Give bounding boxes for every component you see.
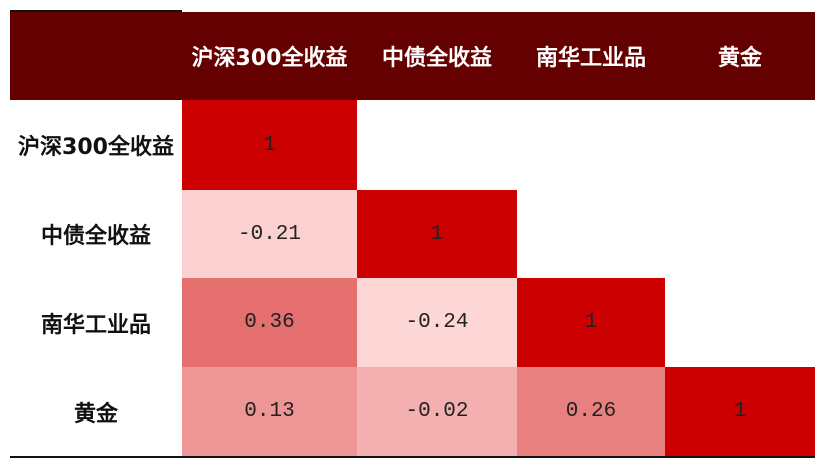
correlation-cell: -0.02 — [357, 367, 517, 456]
column-header: 南华工业品 — [535, 46, 646, 71]
correlation-cell: 0.13 — [182, 367, 357, 456]
correlation-cell: 0.26 — [517, 367, 665, 456]
row-header: 中债全收益 — [40, 224, 151, 249]
correlation-cell: 1 — [182, 100, 357, 190]
column-header: 黄金 — [717, 46, 762, 71]
row-header: 南华工业品 — [40, 312, 151, 338]
correlation-cell: -0.21 — [182, 190, 357, 278]
column-header: 沪深300全收益 — [191, 46, 348, 71]
column-header: 中债全收益 — [381, 46, 492, 71]
correlation-cell: 1 — [665, 367, 815, 456]
correlation-cell: 0.36 — [182, 278, 357, 367]
header-band — [10, 12, 815, 100]
correlation-cell: 1 — [517, 278, 665, 367]
top-rule — [10, 10, 182, 12]
row-header: 沪深300全收益 — [18, 135, 174, 160]
correlation-cell: 1 — [357, 190, 517, 278]
row-header: 黄金 — [73, 401, 118, 427]
bottom-rule — [10, 456, 815, 458]
correlation-cell: -0.24 — [357, 278, 517, 367]
